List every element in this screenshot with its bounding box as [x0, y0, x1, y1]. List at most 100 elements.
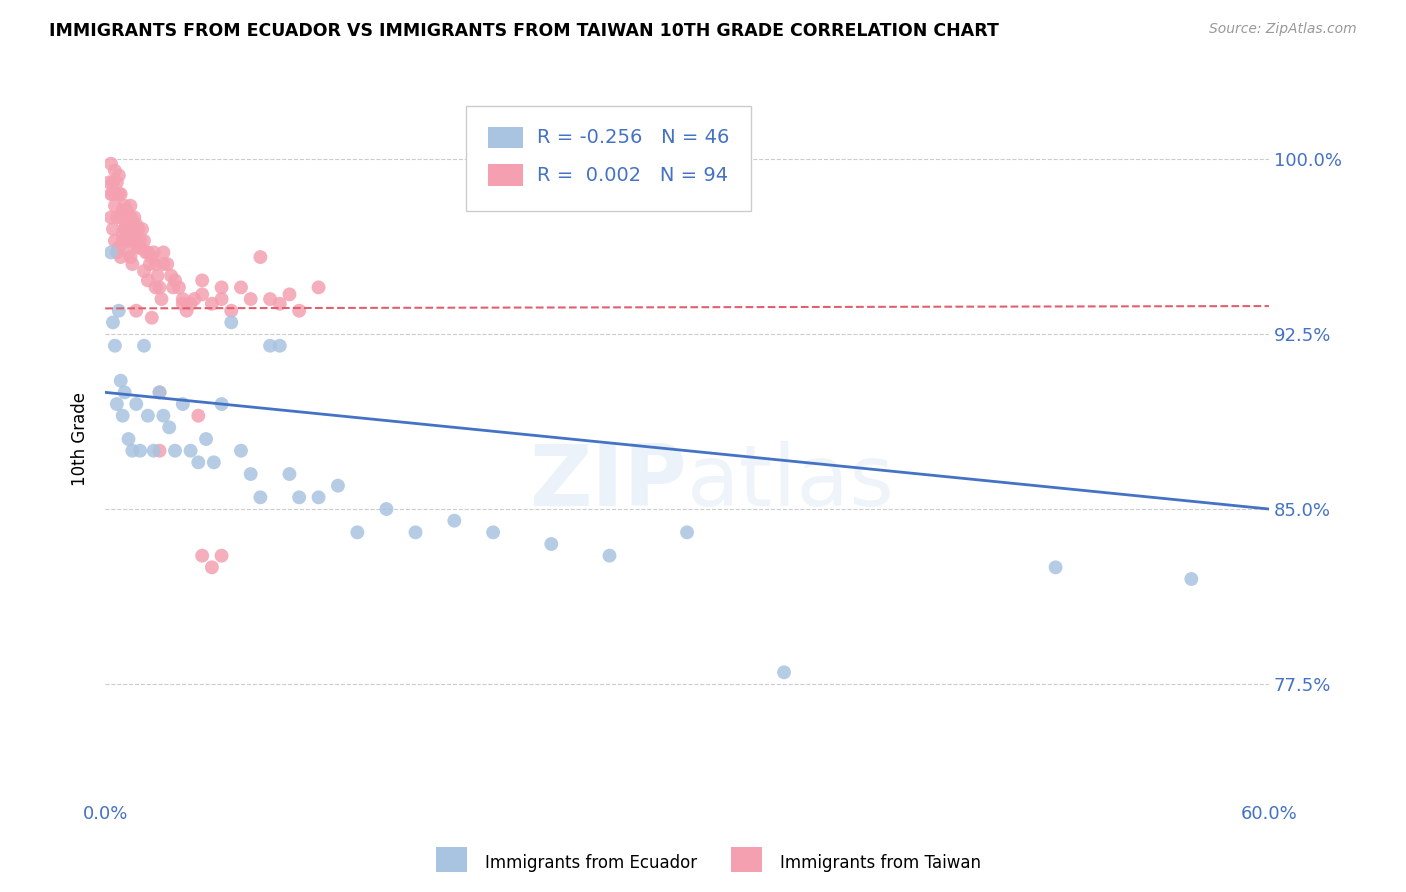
- Point: [249, 250, 271, 264]
- FancyBboxPatch shape: [465, 106, 751, 211]
- Point: [259, 292, 281, 306]
- Point: [249, 491, 271, 505]
- Point: [121, 257, 143, 271]
- Point: [219, 315, 242, 329]
- Point: [129, 443, 152, 458]
- Point: [136, 273, 159, 287]
- Point: [100, 157, 122, 171]
- Point: [229, 280, 252, 294]
- Point: [117, 222, 139, 236]
- Point: [125, 397, 148, 411]
- Point: [117, 245, 139, 260]
- Point: [1045, 560, 1067, 574]
- Point: [111, 234, 134, 248]
- Point: [259, 339, 281, 353]
- Text: IMMIGRANTS FROM ECUADOR VS IMMIGRANTS FROM TAIWAN 10TH GRADE CORRELATION CHART: IMMIGRANTS FROM ECUADOR VS IMMIGRANTS FR…: [49, 22, 1000, 40]
- Point: [201, 296, 224, 310]
- Point: [148, 280, 170, 294]
- Point: [129, 234, 152, 248]
- Point: [191, 287, 214, 301]
- Point: [146, 268, 169, 283]
- Point: [201, 560, 224, 574]
- Point: [100, 211, 122, 225]
- Point: [211, 292, 233, 306]
- Point: [100, 187, 122, 202]
- Point: [105, 176, 128, 190]
- Point: [101, 176, 124, 190]
- FancyBboxPatch shape: [488, 127, 523, 148]
- Point: [167, 280, 190, 294]
- Point: [124, 227, 146, 241]
- Point: [163, 443, 186, 458]
- Point: [125, 303, 148, 318]
- Point: [127, 222, 149, 236]
- Point: [150, 292, 173, 306]
- Point: [114, 199, 136, 213]
- Point: [676, 525, 699, 540]
- Point: [176, 303, 198, 318]
- Point: [117, 432, 139, 446]
- Point: [346, 525, 368, 540]
- Point: [1180, 572, 1202, 586]
- Point: [443, 514, 465, 528]
- Point: [125, 218, 148, 232]
- Point: [278, 467, 301, 481]
- Point: [115, 234, 138, 248]
- Point: [110, 250, 132, 264]
- Point: [598, 549, 620, 563]
- Point: [136, 409, 159, 423]
- Point: [183, 292, 205, 306]
- Point: [110, 211, 132, 225]
- Point: [111, 227, 134, 241]
- Point: [148, 385, 170, 400]
- Point: [269, 339, 291, 353]
- Point: [202, 455, 225, 469]
- Y-axis label: 10th Grade: 10th Grade: [72, 392, 89, 486]
- Point: [172, 296, 194, 310]
- Point: [121, 222, 143, 236]
- Point: [132, 264, 155, 278]
- Point: [100, 245, 122, 260]
- Point: [239, 292, 262, 306]
- Point: [115, 218, 138, 232]
- Point: [132, 234, 155, 248]
- Point: [211, 397, 233, 411]
- Point: [107, 169, 129, 183]
- Point: [104, 199, 127, 213]
- Point: [180, 443, 202, 458]
- Point: [145, 257, 167, 271]
- Point: [105, 211, 128, 225]
- Point: [278, 287, 301, 301]
- Point: [110, 374, 132, 388]
- Point: [326, 478, 349, 492]
- Point: [115, 203, 138, 218]
- Point: [540, 537, 562, 551]
- Point: [172, 397, 194, 411]
- Point: [288, 491, 311, 505]
- Point: [141, 250, 163, 264]
- Point: [124, 227, 146, 241]
- Point: [172, 292, 194, 306]
- Point: [152, 245, 174, 260]
- Point: [308, 491, 330, 505]
- Point: [117, 234, 139, 248]
- Point: [269, 296, 291, 310]
- Point: [180, 296, 202, 310]
- Point: [101, 315, 124, 329]
- Point: [107, 303, 129, 318]
- Point: [104, 339, 127, 353]
- Point: [124, 211, 146, 225]
- Point: [120, 211, 142, 225]
- Point: [125, 234, 148, 248]
- Point: [104, 234, 127, 248]
- Point: [105, 245, 128, 260]
- Point: [405, 525, 427, 540]
- Point: [142, 443, 165, 458]
- Point: [148, 385, 170, 400]
- Point: [120, 199, 142, 213]
- Point: [482, 525, 505, 540]
- Point: [162, 280, 184, 294]
- Text: Source: ZipAtlas.com: Source: ZipAtlas.com: [1209, 22, 1357, 37]
- Point: [121, 234, 143, 248]
- Point: [375, 502, 398, 516]
